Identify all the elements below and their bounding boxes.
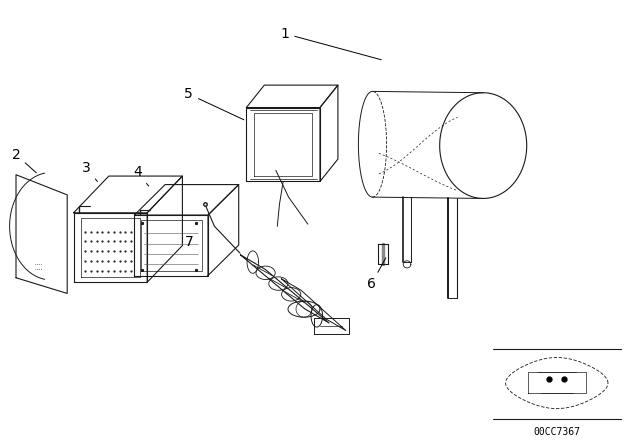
Text: 6: 6 <box>367 258 386 292</box>
Text: 2: 2 <box>12 147 36 173</box>
Text: 3: 3 <box>82 161 97 181</box>
Text: 7: 7 <box>184 235 193 249</box>
Text: 00CC7367: 00CC7367 <box>533 427 580 437</box>
Text: 1: 1 <box>280 26 381 60</box>
Text: 5: 5 <box>184 87 244 120</box>
Text: 4: 4 <box>133 165 148 186</box>
